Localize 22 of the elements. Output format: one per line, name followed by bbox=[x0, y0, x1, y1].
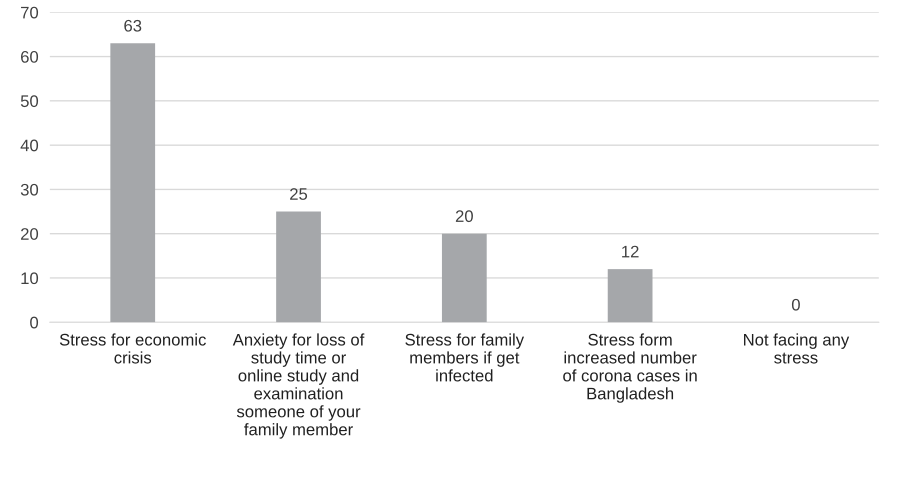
y-tick-label: 40 bbox=[20, 140, 38, 152]
y-tick-label: 70 bbox=[21, 6, 38, 19]
bar bbox=[442, 234, 487, 322]
y-tick-label: 10 bbox=[21, 272, 38, 284]
bar bbox=[276, 212, 321, 322]
data-label: 12 bbox=[622, 246, 639, 258]
data-label: 63 bbox=[124, 20, 142, 32]
x-tick-label: Stress form increased number of corona cases in Bangladesh bbox=[563, 333, 697, 403]
y-tick-label: 50 bbox=[20, 95, 38, 108]
y-tick-label: 20 bbox=[21, 228, 38, 240]
x-tick-label: Anxiety for loss of study time or online study and examination someone of your family member bbox=[232, 333, 364, 439]
bar bbox=[608, 269, 653, 322]
data-label: 0 bbox=[792, 298, 800, 311]
y-tick-label: 60 bbox=[21, 50, 38, 63]
data-label: 25 bbox=[290, 188, 308, 200]
data-label: 20 bbox=[456, 210, 473, 222]
bar bbox=[110, 43, 156, 322]
x-tick-label: Not facing any stress bbox=[744, 333, 850, 364]
y-tick-label: 30 bbox=[20, 184, 38, 196]
x-tick-label: Stress for family members if get infected bbox=[405, 333, 524, 382]
y-tick-label: 0 bbox=[30, 316, 38, 328]
x-tick-label: Stress for economic crisis bbox=[60, 333, 206, 364]
